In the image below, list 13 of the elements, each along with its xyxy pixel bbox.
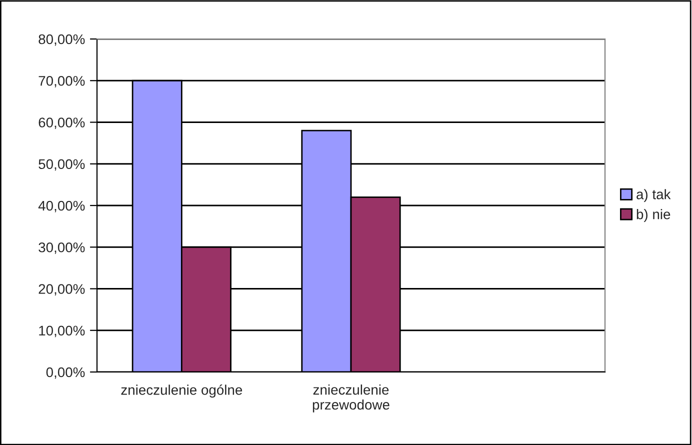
y-tick-label: 10,00% bbox=[39, 326, 85, 338]
y-tick-label: 20,00% bbox=[38, 284, 85, 296]
y-tick-label: 80,00% bbox=[38, 34, 85, 46]
y-tick-label: 70,00% bbox=[38, 76, 85, 88]
x-tick-label: znieczulenie ogólne bbox=[121, 384, 242, 398]
y-tick-label: 50,00% bbox=[38, 159, 85, 171]
legend-label: b) nie bbox=[636, 209, 670, 222]
y-tick-label: 0,00% bbox=[46, 367, 85, 379]
y-tick-label: 40,00% bbox=[38, 200, 85, 212]
x-tick-label: znieczulenie przewodowe bbox=[312, 384, 390, 412]
y-tick-label: 60,00% bbox=[38, 118, 85, 130]
legend-label: a) tak bbox=[636, 189, 671, 202]
y-tick-label: 30,00% bbox=[38, 242, 85, 254]
